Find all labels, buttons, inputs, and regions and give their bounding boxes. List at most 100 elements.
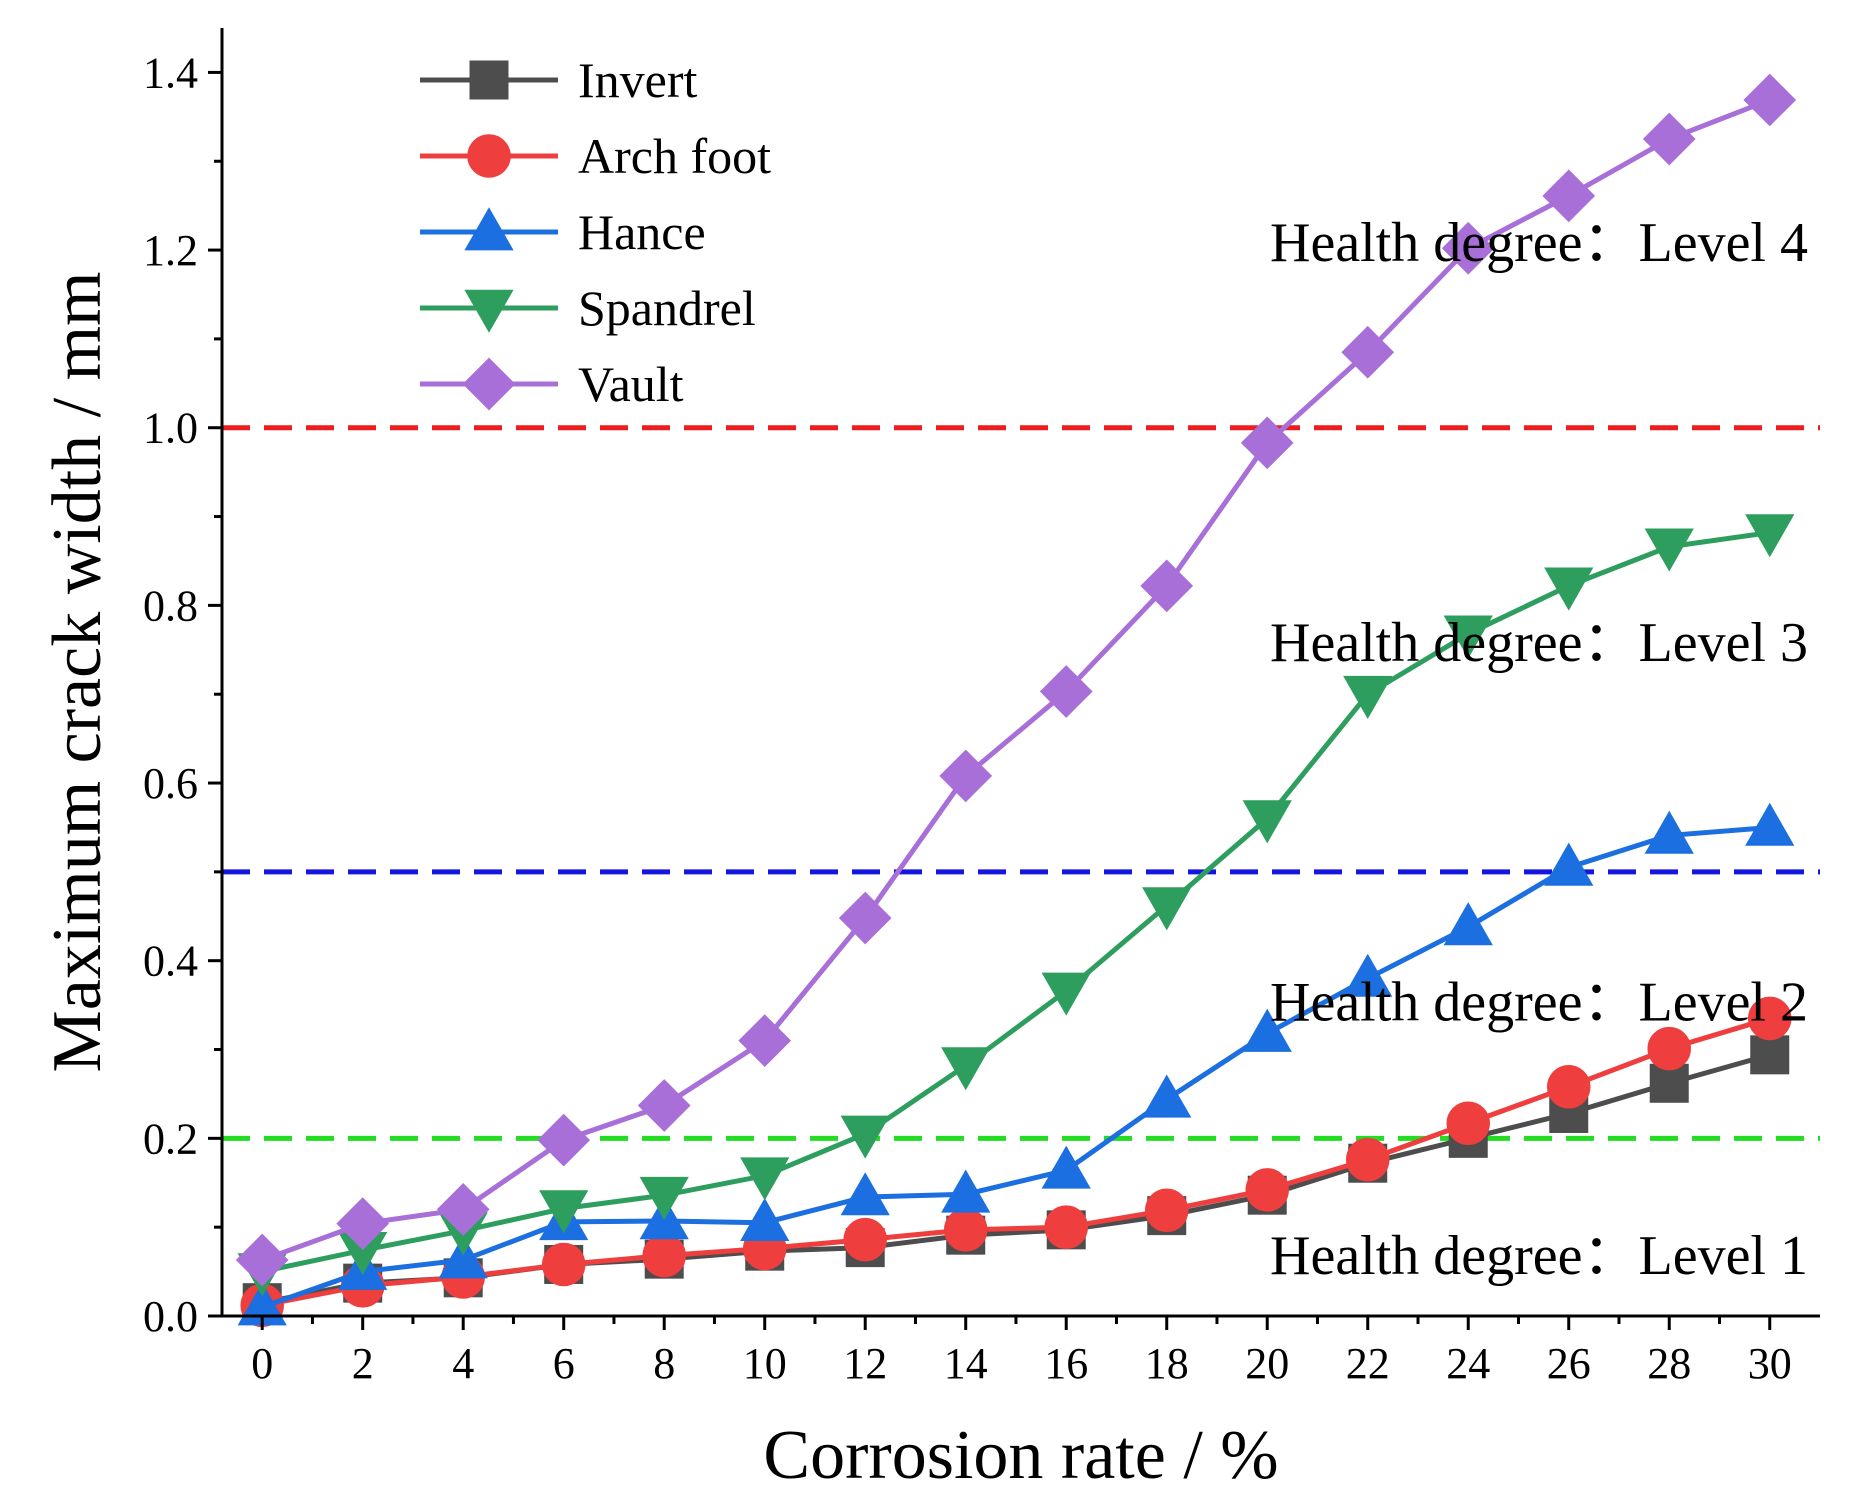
x-tick-label: 14	[944, 1339, 988, 1388]
y-tick-label: 0.2	[143, 1114, 198, 1163]
data-point	[843, 1217, 888, 1262]
data-point	[1745, 514, 1795, 558]
data-point	[740, 1157, 790, 1201]
data-point	[1142, 1074, 1192, 1118]
legend-label: Arch foot	[578, 128, 771, 184]
legend-marker	[469, 60, 509, 100]
x-tick-label: 2	[352, 1339, 374, 1388]
data-point	[941, 1169, 991, 1213]
data-point	[639, 1176, 689, 1220]
series-line	[261, 97, 1771, 1263]
data-point	[1546, 1065, 1591, 1109]
series-line	[261, 530, 1771, 1275]
annotation-level-1: Health degree：Level 1	[1270, 1225, 1808, 1287]
annotation-level-2: Health degree：Level 2	[1270, 972, 1808, 1034]
data-point	[1441, 221, 1495, 275]
data-point	[1642, 112, 1696, 166]
y-tick-label: 1.2	[143, 226, 198, 275]
data-point	[336, 1197, 390, 1250]
data-point	[1142, 887, 1192, 931]
data-point	[838, 891, 892, 945]
legend-marker	[467, 134, 511, 178]
legend-label: Invert	[578, 52, 697, 108]
axes: 0 2 4 6 8 10 12 14 16 18 20 22 24 26 28 300.00.20.40.60…	[143, 28, 1820, 1388]
data-point	[1242, 1008, 1292, 1052]
x-tick-label: 22	[1346, 1339, 1390, 1388]
y-tick-label: 0.8	[143, 581, 198, 630]
data-point	[1341, 325, 1395, 379]
legend-marker	[462, 357, 516, 411]
y-tick-label: 1.0	[143, 404, 198, 453]
legend-label: Spandrel	[578, 280, 756, 336]
data-point	[637, 1079, 691, 1132]
data-point	[541, 1242, 586, 1287]
legend-item: Hance	[420, 204, 706, 260]
series-vault	[235, 73, 1797, 1287]
series-spandrel	[237, 514, 1795, 1297]
legend-item: Arch foot	[420, 128, 771, 184]
data-point	[1750, 1035, 1790, 1075]
legend-label: Vault	[578, 356, 684, 412]
legend-item: Invert	[420, 52, 697, 108]
data-point	[840, 1115, 890, 1159]
data-point	[1644, 528, 1694, 572]
y-tick-label: 1.4	[143, 48, 198, 97]
data-point	[1446, 1101, 1491, 1146]
data-point	[1745, 802, 1795, 846]
data-point	[1542, 169, 1596, 223]
x-tick-label: 12	[843, 1339, 887, 1388]
data-point	[1747, 996, 1792, 1041]
data-point	[941, 1047, 991, 1091]
x-tick-label: 24	[1446, 1339, 1490, 1388]
legend: Invert Arch foot Hance Spandrel Vault	[420, 52, 771, 412]
data-point	[1544, 842, 1594, 886]
data-point	[943, 1208, 988, 1252]
data-point	[235, 1233, 289, 1287]
x-tick-label: 16	[1044, 1339, 1088, 1388]
data-point	[1743, 73, 1797, 127]
annotation-level-4: Health degree：Level 4	[1270, 212, 1808, 274]
data-point	[1343, 953, 1393, 997]
x-axis-title: Corrosion rate / %	[763, 1417, 1278, 1494]
data-point	[1644, 810, 1694, 854]
y-tick-label: 0.4	[143, 937, 198, 986]
data-point	[1443, 902, 1493, 946]
y-tick-label: 0.6	[143, 759, 198, 808]
x-tick-label: 30	[1748, 1339, 1792, 1388]
data-point	[939, 749, 993, 803]
data-point	[537, 1113, 591, 1167]
data-point	[1544, 567, 1594, 611]
data-point	[1443, 615, 1493, 659]
legend-item: Vault	[420, 356, 684, 412]
data-point	[1044, 1205, 1089, 1249]
data-point	[1041, 972, 1091, 1016]
data-point	[1140, 559, 1194, 613]
legend-marker	[464, 289, 514, 333]
data-point	[1649, 1063, 1689, 1103]
data-point	[840, 1172, 890, 1216]
legend-label: Hance	[578, 204, 706, 260]
data-point	[539, 1190, 589, 1234]
x-tick-label: 18	[1145, 1339, 1189, 1388]
x-tick-label: 8	[653, 1339, 675, 1388]
data-point	[1245, 1168, 1290, 1212]
x-tick-label: 4	[452, 1339, 474, 1388]
series-line	[261, 824, 1770, 1310]
x-tick-label: 20	[1245, 1339, 1289, 1388]
data-point	[1343, 675, 1393, 719]
threshold-lines	[222, 425, 1820, 1141]
x-tick-label: 10	[743, 1339, 787, 1388]
data-point	[642, 1233, 686, 1278]
data-point	[740, 1197, 790, 1242]
data-point	[438, 1235, 488, 1279]
y-axis-title: Maximum crack width / mm	[39, 272, 116, 1073]
data-point	[1144, 1188, 1189, 1233]
data-point	[1240, 416, 1294, 470]
data-point	[1647, 1026, 1692, 1071]
x-tick-label: 26	[1547, 1339, 1591, 1388]
data-point	[1041, 1145, 1091, 1189]
data-point	[1039, 665, 1093, 718]
data-point	[1242, 800, 1292, 844]
x-tick-label: 0	[251, 1339, 273, 1388]
